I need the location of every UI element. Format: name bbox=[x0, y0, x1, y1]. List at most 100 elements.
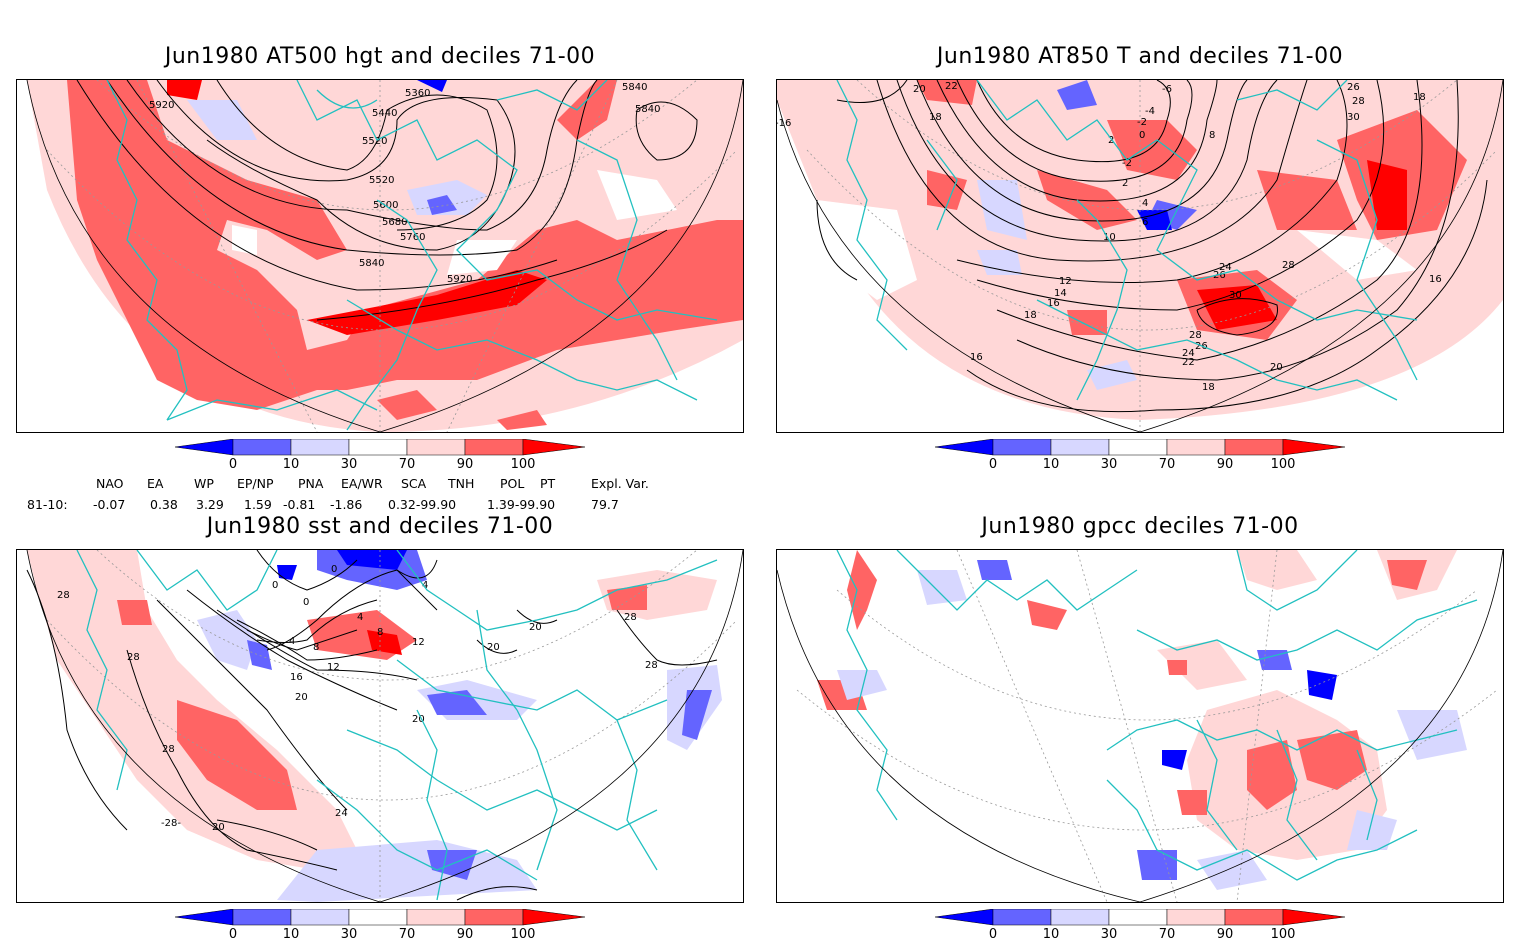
contour-label: 28 bbox=[645, 660, 658, 671]
contour-label: 2 bbox=[1108, 135, 1114, 146]
contour-label: 12 bbox=[1059, 276, 1072, 287]
contour-label: 20 bbox=[1270, 362, 1283, 373]
colorbar-tick: 90 bbox=[456, 457, 474, 472]
contour-label: 12 bbox=[327, 662, 340, 673]
colorbar-swatches bbox=[935, 439, 1346, 456]
contour-label: 5840 bbox=[622, 82, 647, 93]
contour-label: 28 bbox=[162, 744, 175, 755]
index-value: 3.29 bbox=[196, 497, 224, 512]
contour-label: 20 bbox=[412, 714, 425, 725]
colorbar-gpcc: 0 10 30 70 90 100 bbox=[935, 909, 1355, 949]
colorbar-tick: 30 bbox=[340, 457, 358, 472]
contour-label: 14 bbox=[1054, 288, 1067, 299]
panel-title-hgt: Jun1980 AT500 hgt and deciles 71-00 bbox=[164, 44, 596, 69]
contour-label: 0 bbox=[1139, 130, 1145, 141]
contour-label: 2 bbox=[1122, 178, 1128, 189]
contour-label: 20 bbox=[529, 622, 542, 633]
contour-label: 16 bbox=[1047, 298, 1060, 309]
panel-title-t850: Jun1980 AT850 T and deciles 71-00 bbox=[936, 44, 1344, 69]
index-header: PNA bbox=[298, 476, 324, 491]
contour-label: -6 bbox=[1162, 84, 1172, 95]
map-panel-hgt: 5920 5360 5440 5520 5520 5600 5680 5760 … bbox=[16, 79, 744, 433]
contour-label: 28 bbox=[624, 612, 637, 623]
coastlines bbox=[76, 550, 718, 901]
contour-label: 5920 bbox=[447, 274, 472, 285]
colorbar-tick: 100 bbox=[510, 457, 536, 472]
contour-label: 16 bbox=[970, 352, 983, 363]
contour-label: 16 bbox=[1429, 274, 1442, 285]
contour-label: 4 bbox=[1142, 198, 1148, 209]
index-value: 79.7 bbox=[591, 497, 619, 512]
coastlines bbox=[836, 550, 1478, 881]
contour-label: 16 bbox=[290, 672, 303, 683]
graticule bbox=[46, 550, 738, 902]
contour-label: -4 bbox=[1145, 106, 1155, 117]
colorbar-tick: 10 bbox=[1042, 927, 1060, 942]
colorbar-swatches bbox=[935, 909, 1346, 926]
index-value: -1.86 bbox=[330, 497, 363, 512]
colorbar-tick: 10 bbox=[282, 927, 300, 942]
colorbar-tick: 30 bbox=[1100, 927, 1118, 942]
colorbar-tick: 70 bbox=[1158, 927, 1176, 942]
panel-title-gpcc: Jun1980 gpcc deciles 71-00 bbox=[981, 514, 1299, 539]
contour-label: 8 bbox=[377, 627, 383, 638]
contour-label: 18 bbox=[1413, 92, 1426, 103]
decile-shading bbox=[817, 550, 1467, 890]
colorbar-tick: 70 bbox=[398, 457, 416, 472]
colorbar-tick: 90 bbox=[1216, 927, 1234, 942]
contour-labels: 20 22 18 -16 -6 -4 -2 2 0 -2 2 6 4 10 12… bbox=[777, 81, 1442, 393]
contour-label: 20 bbox=[295, 692, 308, 703]
contour-label: -16 bbox=[777, 118, 791, 129]
contour-label: 6 bbox=[1142, 217, 1148, 228]
index-header: PT bbox=[540, 476, 556, 491]
temperature-contours bbox=[816, 80, 1488, 413]
contour-label: -28- bbox=[161, 818, 181, 829]
colorbar-tick: 90 bbox=[456, 927, 474, 942]
contour-label: 24 bbox=[1182, 348, 1195, 359]
contour-label: 0 bbox=[331, 564, 337, 575]
contour-label: 4 bbox=[289, 636, 295, 647]
index-header: Expl. Var. bbox=[591, 476, 649, 491]
index-row-label: 81-10: bbox=[27, 497, 68, 512]
contour-label: 5840 bbox=[635, 104, 660, 115]
map-sst: 28 0 0 4 0 4 8 12 4 8 12 16 20 20 20 28 … bbox=[17, 550, 743, 902]
colorbar-tick: 10 bbox=[1042, 457, 1060, 472]
contour-label: 28 bbox=[57, 590, 70, 601]
contour-label: 30 bbox=[1347, 112, 1360, 123]
contour-label: 8 bbox=[313, 642, 319, 653]
contour-label: 5680 bbox=[382, 217, 407, 228]
panel-title-sst: Jun1980 sst and deciles 71-00 bbox=[206, 514, 554, 539]
map-hgt: 5920 5360 5440 5520 5520 5600 5680 5760 … bbox=[17, 80, 743, 432]
contour-label: 18 bbox=[1024, 310, 1037, 321]
contour-label: 5760 bbox=[400, 232, 425, 243]
map-panel-gpcc bbox=[776, 549, 1504, 903]
colorbar-tick: 100 bbox=[1270, 457, 1296, 472]
contour-label: 26 bbox=[1213, 270, 1226, 281]
contour-label: 28 bbox=[1189, 330, 1202, 341]
contour-label: 5360 bbox=[405, 88, 430, 99]
map-t850: 20 22 18 -16 -6 -4 -2 2 0 -2 2 6 4 10 12… bbox=[777, 80, 1503, 432]
colorbar-t850: 0 10 30 70 90 100 bbox=[935, 439, 1355, 479]
colorbar-swatches bbox=[175, 439, 586, 456]
contour-label: 28 bbox=[1282, 260, 1295, 271]
contour-label: 5520 bbox=[369, 175, 394, 186]
colorbar-tick: 0 bbox=[988, 457, 998, 472]
colorbar-tick: 100 bbox=[1270, 927, 1296, 942]
index-value: 0.38 bbox=[150, 497, 178, 512]
contour-label: 5840 bbox=[359, 258, 384, 269]
decile-shading bbox=[27, 550, 722, 902]
index-header: NAO bbox=[96, 476, 124, 491]
contour-labels: 28 0 0 4 0 4 8 12 4 8 12 16 20 20 20 28 … bbox=[57, 564, 658, 833]
index-header: EA bbox=[147, 476, 164, 491]
map-panel-sst: 28 0 0 4 0 4 8 12 4 8 12 16 20 20 20 28 … bbox=[16, 549, 744, 903]
colorbar-tick: 0 bbox=[988, 927, 998, 942]
contour-label: 22 bbox=[1182, 357, 1195, 368]
index-header: EP/NP bbox=[237, 476, 274, 491]
colorbar-tick: 0 bbox=[228, 927, 238, 942]
graticule bbox=[806, 80, 1498, 432]
graticule bbox=[46, 80, 738, 432]
contour-label: 0 bbox=[303, 597, 309, 608]
coastlines bbox=[836, 80, 1418, 401]
index-header: POL bbox=[500, 476, 525, 491]
colorbar-tick: 30 bbox=[340, 927, 358, 942]
